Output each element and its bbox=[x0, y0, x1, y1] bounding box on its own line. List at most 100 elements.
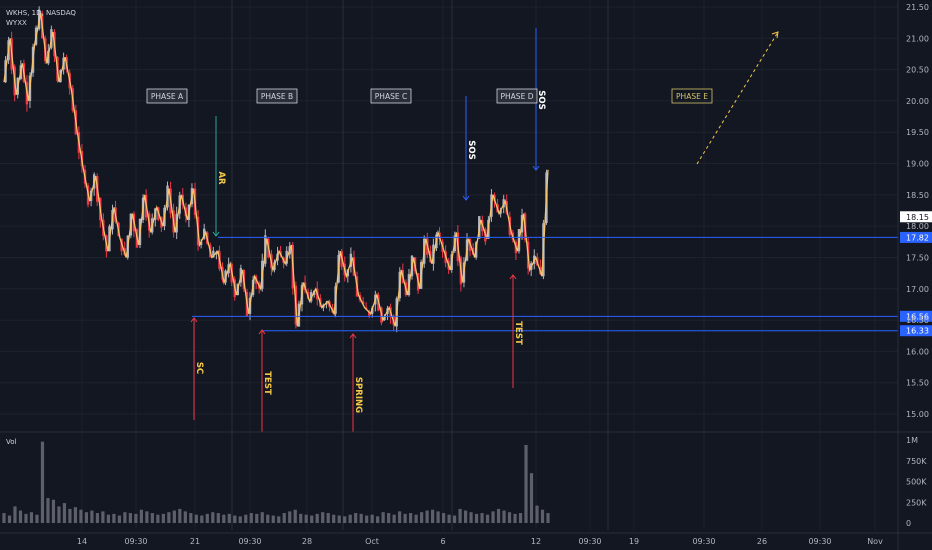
volume-bar bbox=[90, 510, 94, 523]
candle-body bbox=[202, 228, 206, 239]
phase-box bbox=[496, 88, 538, 104]
volume-bar bbox=[387, 513, 391, 523]
volume-bar bbox=[40, 441, 45, 523]
volume-bar bbox=[458, 508, 462, 523]
level-price-tag bbox=[900, 310, 932, 322]
volume-bar bbox=[332, 514, 336, 523]
volume-bar bbox=[18, 510, 23, 523]
volume-bar bbox=[436, 511, 440, 523]
x-tick-label: Nov bbox=[867, 537, 883, 546]
volume-bar bbox=[420, 512, 424, 523]
candle-body bbox=[199, 242, 203, 245]
volume-bar bbox=[156, 514, 160, 523]
level-price-label: 16.33 bbox=[906, 327, 929, 336]
volume-bar bbox=[376, 516, 380, 523]
volume-bar bbox=[337, 515, 341, 523]
x-tick-label: 26 bbox=[757, 537, 767, 546]
annotation-arrowhead bbox=[462, 195, 470, 201]
volume-bar bbox=[398, 511, 402, 523]
annotation-label: SOS bbox=[536, 90, 546, 109]
volume-bar bbox=[112, 513, 116, 523]
volume-bar bbox=[139, 509, 143, 523]
annotation-label: SPRING bbox=[353, 377, 363, 413]
volume-bar bbox=[381, 512, 385, 523]
y-tick-label: 21.00 bbox=[906, 34, 929, 43]
volume-bar bbox=[469, 512, 473, 523]
phase-box bbox=[256, 88, 298, 104]
y-tick-label: 17.50 bbox=[906, 253, 929, 262]
annotation-arrowhead bbox=[212, 231, 220, 237]
grid bbox=[0, 0, 898, 530]
annotation-label: SC bbox=[194, 362, 204, 374]
volume-bar bbox=[200, 515, 204, 523]
volume-bar bbox=[244, 514, 248, 523]
x-tick-label: Oct bbox=[365, 537, 379, 546]
annotation-label: TEST bbox=[513, 321, 523, 345]
volume-bar bbox=[540, 509, 545, 523]
volume-bar bbox=[62, 503, 67, 523]
volume-bar bbox=[194, 514, 198, 523]
volume-bar bbox=[172, 510, 176, 523]
volume-bar bbox=[524, 444, 528, 523]
volume-bar bbox=[354, 513, 358, 523]
volume-bar bbox=[546, 513, 550, 523]
x-tick-label: 09:30 bbox=[238, 537, 261, 546]
volume-bar bbox=[13, 506, 17, 523]
volume-bar bbox=[403, 513, 407, 523]
zigzag-line bbox=[3, 13, 549, 327]
volume-bar bbox=[447, 514, 451, 523]
phase-label: PHASE E bbox=[676, 92, 708, 101]
y-tick-label: 16.50 bbox=[906, 316, 929, 325]
volume-bar bbox=[414, 514, 418, 523]
phase-labels: PHASE A PHASE B PHASE C PHASE D PHASE E bbox=[146, 31, 779, 165]
annotation-label: SOS bbox=[466, 140, 476, 159]
volume-bar bbox=[134, 513, 138, 523]
y-tick-label: 19.50 bbox=[906, 128, 929, 137]
x-tick-label: 09:30 bbox=[124, 537, 147, 546]
volume-bar bbox=[282, 513, 286, 523]
volume-bar bbox=[293, 509, 297, 523]
candle-body bbox=[361, 301, 365, 305]
volume-bar bbox=[189, 513, 193, 523]
x-tick-label: 09:30 bbox=[692, 537, 715, 546]
volume-bar bbox=[452, 515, 457, 523]
volume-bar bbox=[441, 513, 446, 523]
volume-bar bbox=[463, 510, 468, 523]
symbol-subtitle: WYXX bbox=[6, 19, 27, 27]
volume-tick-label: 500K bbox=[906, 478, 927, 487]
volume-bar bbox=[123, 512, 127, 523]
volume-bar bbox=[474, 513, 479, 523]
phase-box bbox=[671, 88, 713, 104]
phase-label: PHASE D bbox=[501, 92, 534, 101]
volume-bar bbox=[35, 514, 39, 523]
volume-tick-label: 1M bbox=[906, 436, 918, 445]
volume-bar bbox=[348, 514, 352, 523]
annotation-arrowhead bbox=[190, 317, 198, 323]
volume-bar bbox=[106, 514, 111, 523]
volume-bar bbox=[365, 515, 369, 523]
annotation-arrowhead bbox=[532, 165, 540, 171]
y-tick-label: 18.50 bbox=[906, 191, 929, 200]
x-tick-label: 28 bbox=[302, 537, 312, 546]
annotation-label: TEST bbox=[262, 371, 272, 395]
volume-bar bbox=[260, 512, 264, 523]
y-tick-label: 18.00 bbox=[906, 222, 929, 231]
volume-tick-label: 0 bbox=[906, 519, 911, 528]
y-tick-label: 15.00 bbox=[906, 410, 929, 419]
volume-bar bbox=[233, 515, 237, 523]
volume-bar bbox=[95, 513, 100, 523]
volume-bar bbox=[513, 513, 517, 523]
volume-bar bbox=[238, 516, 242, 523]
volume-tick-label: 250K bbox=[906, 498, 927, 507]
x-tick-label: 14 bbox=[77, 537, 87, 546]
volume-bar bbox=[507, 512, 512, 523]
volume-bar bbox=[310, 515, 314, 523]
level-price-tag bbox=[900, 325, 932, 337]
volume-pane: 1M 750K 500K 250K 0 bbox=[2, 436, 927, 528]
volume-bar bbox=[496, 508, 501, 523]
volume-bar bbox=[227, 513, 231, 523]
volume-bar bbox=[321, 512, 325, 523]
volume-tick-label: 750K bbox=[906, 457, 927, 466]
